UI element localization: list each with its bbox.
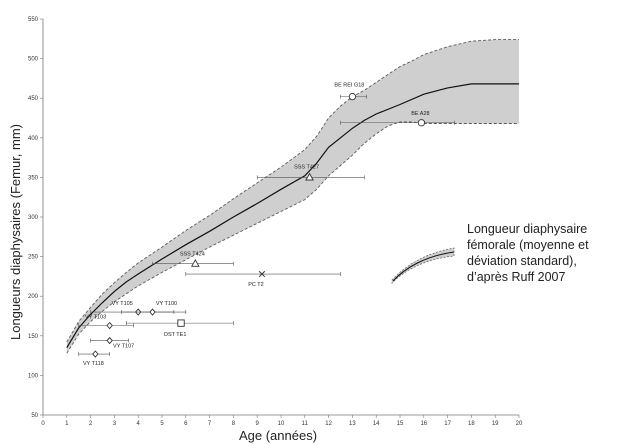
point-label: OST TE1 [164, 332, 187, 338]
sd-lower-edge [66, 121, 519, 354]
y-tick-label: 350 [28, 175, 39, 181]
x-tick-label: 13 [349, 421, 356, 427]
point-label: BE A28 [411, 111, 429, 117]
x-tick-label: 2 [89, 421, 93, 427]
axes-layer: 0 1 2 3 4 5 6 7 8 9 10 11 12 13 14 15 16 17 18 19 2050100150… [28, 17, 523, 427]
x-tick-label: 17 [444, 421, 451, 427]
x-tick-label: 11 [302, 421, 309, 427]
legend-swatch-line [392, 251, 455, 282]
y-axis-title: Longueurs diaphysaires (Femur, mm) [8, 124, 23, 340]
y-tick-label: 550 [28, 17, 39, 23]
x-tick-label: 16 [420, 421, 427, 427]
point-label: VY T105 [112, 301, 133, 307]
legend-text-line: déviation standard), [467, 254, 577, 268]
data-point: BE A28 [340, 111, 456, 127]
x-tick-label: 14 [373, 421, 380, 427]
legend: Longueur diaphysaire fémorale (moyenne et… [391, 222, 589, 284]
sd-band-area [66, 39, 520, 354]
triangle-marker [305, 172, 314, 181]
x-tick-label: 5 [160, 421, 164, 427]
circle-marker [417, 119, 426, 127]
x-marker [258, 270, 266, 278]
point-label: VY T118 [83, 361, 104, 367]
x-tick-label: 1 [65, 421, 69, 427]
x-tick-label: 8 [232, 421, 236, 427]
legend-swatch [391, 247, 455, 284]
data-point: VY T103 [78, 315, 134, 330]
point-label: BE REI G18 [334, 83, 364, 89]
mean-line-layer [66, 83, 519, 349]
y-tick-label: 150 [28, 334, 39, 340]
legend-text-line: Longueur diaphysaire [467, 222, 587, 236]
diamond-marker [106, 336, 113, 345]
data-point: VY T100 [121, 301, 187, 316]
data-point: OST TE1 [126, 319, 234, 338]
point-label: VY T103 [85, 315, 106, 321]
point-label: SSS T424 [180, 252, 205, 258]
y-tick-label: 50 [31, 413, 38, 419]
y-tick-label: 450 [28, 96, 39, 102]
x-tick-label: 4 [137, 421, 141, 427]
data-point: SSS T424 [152, 252, 234, 267]
data-point: PC T2 [185, 270, 341, 288]
x-axis-title: Age (années) [239, 428, 317, 443]
points-layer: BE REI G18 BE A28 SSS T427 SSS T424 PC T2 VY … [78, 83, 456, 367]
x-tick-label: 12 [325, 421, 332, 427]
x-tick-label: 0 [41, 421, 45, 427]
square-marker [177, 319, 185, 327]
mean-line [66, 83, 519, 349]
diamond-marker [106, 321, 113, 330]
diamond-marker [92, 350, 99, 358]
legend-text-line: fémorale (moyenne et [467, 238, 589, 252]
circle-marker [348, 92, 357, 101]
x-tick-label: 18 [468, 421, 475, 427]
y-tick-label: 100 [28, 373, 39, 379]
triangle-marker [190, 259, 200, 267]
point-label: PC T2 [248, 282, 264, 288]
x-tick-label: 6 [184, 421, 188, 427]
sd-band-layer [66, 39, 520, 354]
point-label: SSS T427 [294, 164, 319, 170]
point-label: VY T100 [156, 301, 177, 307]
data-point: BE REI G18 [334, 83, 367, 101]
x-tick-label: 15 [397, 421, 404, 427]
data-point: VY T118 [78, 350, 110, 367]
x-tick-label: 7 [208, 421, 212, 427]
y-tick-label: 300 [28, 215, 39, 221]
y-tick-label: 250 [28, 255, 39, 261]
y-tick-label: 500 [28, 57, 39, 63]
data-point: SSS T427 [256, 164, 365, 181]
x-tick-label: 3 [113, 421, 117, 427]
y-tick-label: 400 [28, 136, 39, 142]
point-label: VY T107 [113, 344, 134, 350]
x-tick-label: 20 [516, 421, 523, 427]
legend-text-line: d’après Ruff 2007 [467, 270, 565, 284]
x-tick-label: 9 [256, 421, 260, 427]
x-tick-label: 10 [278, 421, 285, 427]
data-point: VY T107 [90, 336, 134, 350]
x-tick-label: 19 [492, 421, 499, 427]
legend-swatch-band [391, 247, 455, 284]
y-tick-label: 200 [28, 294, 39, 300]
sd-upper-edge [66, 39, 519, 343]
diamond-marker [149, 308, 156, 316]
